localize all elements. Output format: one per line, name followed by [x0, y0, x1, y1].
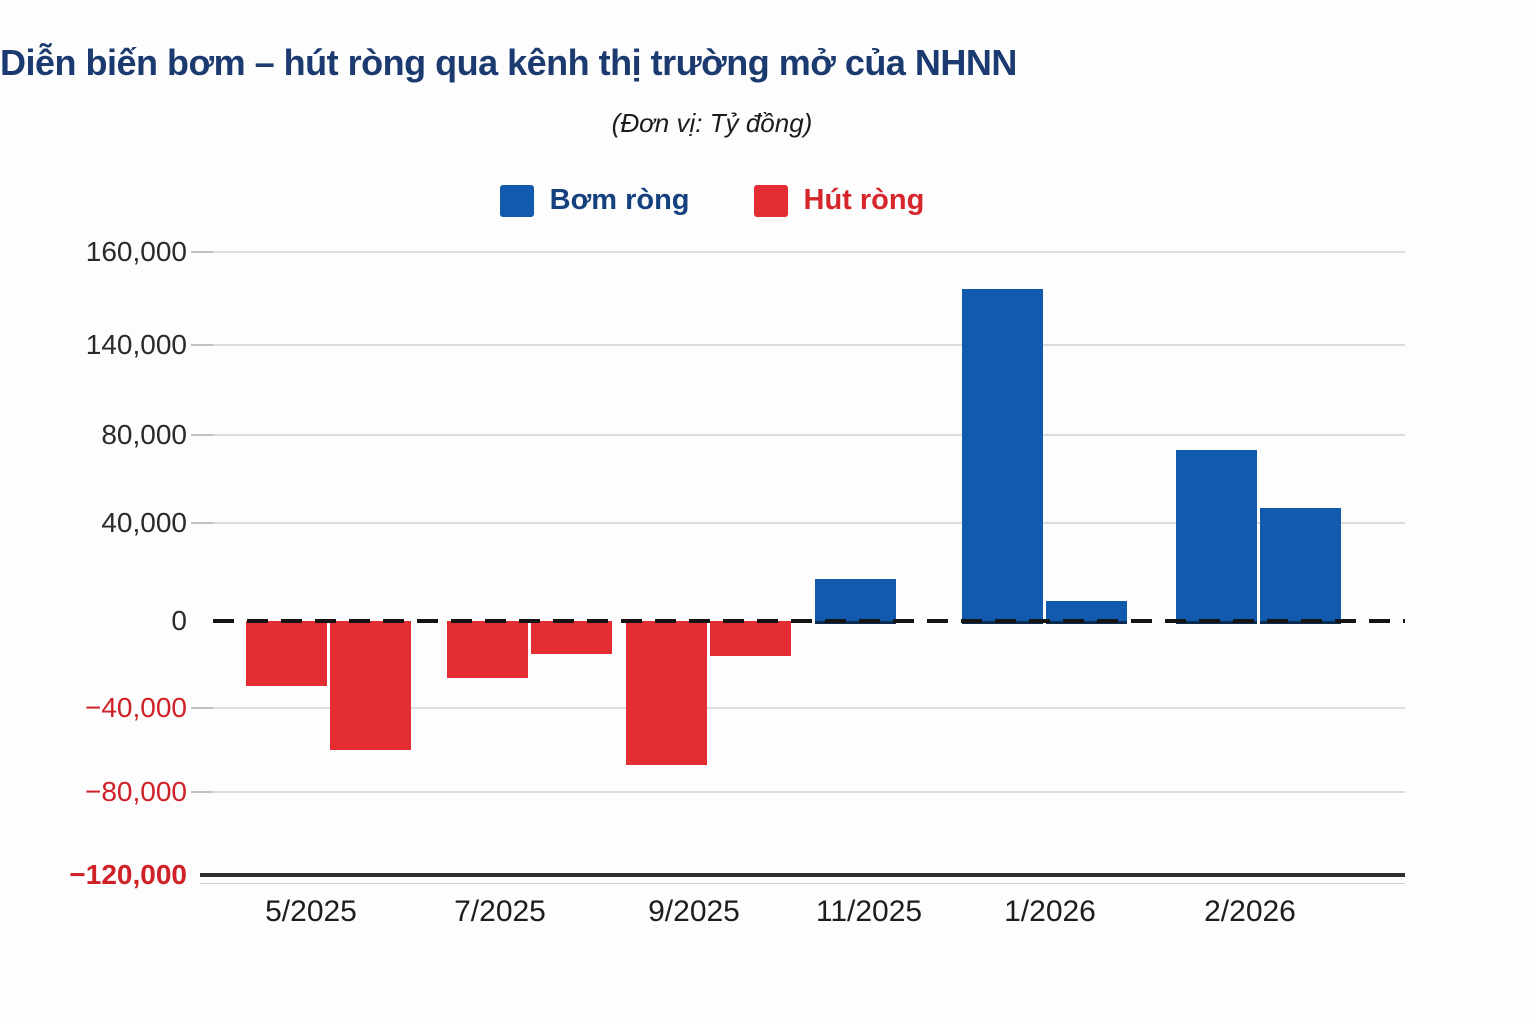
gridline: [207, 251, 1405, 253]
legend-item-hut-rong: Hút ròng: [753, 184, 925, 217]
y-axis-label: 80,000: [101, 419, 187, 450]
gridline: [207, 344, 1405, 346]
axis-tick: [191, 344, 213, 346]
axis-tick: [191, 522, 213, 524]
bar-5-2025-1: [330, 621, 411, 750]
gridline: [207, 522, 1405, 524]
y-axis-label: −120,000: [69, 859, 187, 890]
gridline: [207, 707, 1405, 709]
y-axis-label: 40,000: [101, 507, 187, 538]
y-axis-label: 140,000: [85, 329, 187, 360]
gridline: [207, 434, 1405, 436]
y-axis-label: −40,000: [85, 692, 187, 723]
bar-2-2026-1: [1260, 508, 1341, 624]
bar-9-2025-1: [710, 621, 791, 656]
bar-11-2025-0: [815, 579, 896, 624]
zero-baseline: [213, 619, 1405, 623]
bar-1-2026-0: [962, 289, 1043, 624]
x-axis-line: [200, 873, 1405, 877]
axis-tick: [191, 707, 213, 709]
legend-item-bom-rong: Bơm ròng: [499, 184, 690, 217]
x-axis-label: 1/2026: [1004, 895, 1096, 928]
x-axis-label: 11/2025: [815, 895, 923, 928]
y-axis-label: −80,000: [85, 776, 187, 807]
axis-tick: [191, 791, 213, 793]
bar-7-2025-1: [531, 621, 612, 654]
y-axis-label: 160,000: [85, 236, 187, 267]
x-axis-label: 7/2025: [454, 895, 546, 928]
legend-label-hut-rong: Hút ròng: [803, 184, 925, 216]
bar-5-2025-0: [246, 621, 327, 686]
chart-subtitle: (Đơn vị: Tỷ đồng): [611, 108, 813, 138]
axis-tick: [191, 251, 213, 253]
bar-9-2025-0: [626, 621, 707, 765]
legend-swatch-bom-rong: [499, 184, 534, 217]
bar-2-2026-0: [1176, 450, 1257, 624]
x-axis-label: 9/2025: [648, 895, 740, 928]
bar-7-2025-0: [447, 621, 528, 678]
x-axis-label: 2/2026: [1204, 895, 1296, 928]
x-axis-label: 5/2025: [265, 895, 357, 928]
legend-label-bom-rong: Bơm ròng: [549, 184, 690, 216]
x-axis-line-shadow: [200, 883, 1405, 884]
y-axis-label: 0: [171, 605, 187, 636]
axis-tick: [191, 434, 213, 436]
gridline: [207, 791, 1405, 793]
legend-swatch-hut-rong: [753, 184, 788, 217]
legend: Bơm ròng Hút ròng: [0, 184, 1424, 217]
chart-title: Diễn biến bơm – hút ròng qua kênh thị tr…: [0, 42, 1017, 83]
